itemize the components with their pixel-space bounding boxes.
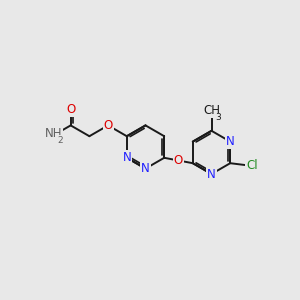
Text: 3: 3	[215, 113, 221, 122]
Text: NH: NH	[45, 127, 62, 140]
Text: 2: 2	[57, 136, 63, 145]
Text: O: O	[66, 103, 75, 116]
Text: CH: CH	[203, 104, 220, 118]
Text: O: O	[174, 154, 183, 167]
Text: O: O	[103, 119, 113, 132]
Text: N: N	[207, 167, 216, 181]
Text: N: N	[141, 162, 150, 175]
Text: Cl: Cl	[246, 159, 258, 172]
Text: N: N	[122, 151, 131, 164]
Text: N: N	[226, 135, 235, 148]
